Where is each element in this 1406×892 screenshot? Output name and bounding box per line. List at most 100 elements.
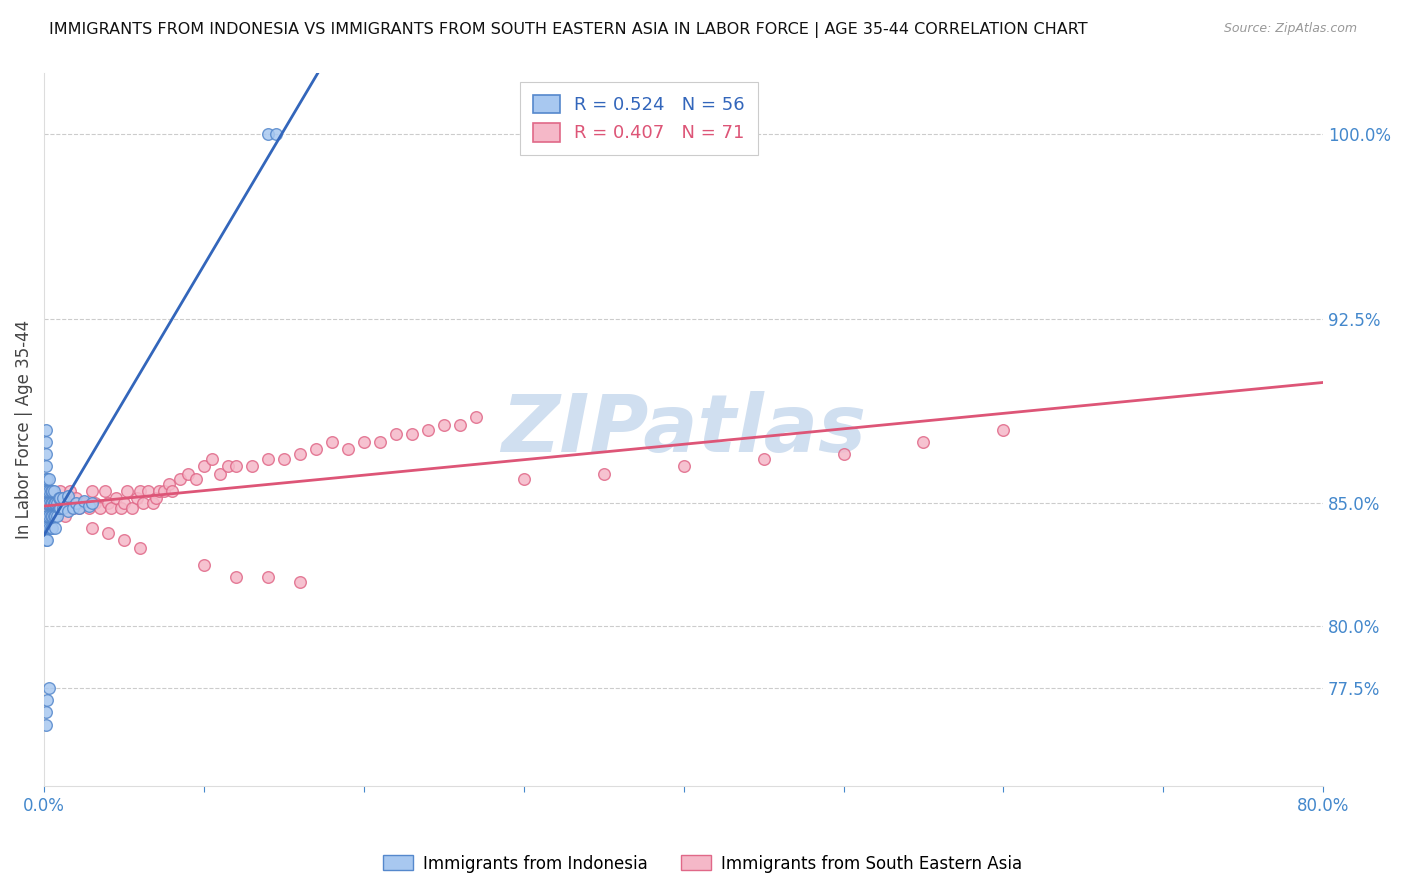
Point [433, 417, 456, 432]
Point [53, 508, 76, 523]
Point [48, 501, 70, 516]
Point [59, 483, 82, 498]
Point [169, 472, 191, 486]
Point [39, 508, 62, 523]
Y-axis label: In Labor Force | Age 35-44: In Labor Force | Age 35-44 [15, 320, 32, 539]
Point [97, 496, 120, 510]
Point [35, 447, 58, 461]
Point [37, 496, 59, 510]
Point [41, 483, 63, 498]
Point [45, 508, 67, 523]
Point [80, 496, 103, 510]
Point [39, 496, 62, 510]
Point [321, 434, 343, 449]
Point [44, 521, 66, 535]
Point [912, 434, 935, 449]
Point [449, 417, 471, 432]
Legend: Immigrants from Indonesia, Immigrants from South Eastern Asia: Immigrants from Indonesia, Immigrants fr… [377, 848, 1029, 880]
Point [264, 128, 287, 142]
Point [35, 508, 58, 523]
Point [513, 472, 536, 486]
Point [89, 501, 111, 516]
Point [37, 533, 59, 548]
Point [37, 693, 59, 707]
Point [41, 496, 63, 510]
Point [35, 423, 58, 437]
Point [177, 467, 200, 481]
Point [65, 491, 87, 506]
Point [38, 521, 60, 535]
Point [110, 501, 132, 516]
Point [193, 558, 215, 572]
Point [464, 410, 486, 425]
Point [35, 483, 58, 498]
Point [240, 459, 263, 474]
Point [305, 442, 328, 457]
Point [80, 483, 103, 498]
Point [153, 483, 176, 498]
Point [35, 472, 58, 486]
Point [62, 501, 84, 516]
Point [37, 496, 59, 510]
Point [73, 494, 96, 508]
Point [416, 423, 439, 437]
Point [157, 476, 180, 491]
Point [80, 521, 103, 535]
Point [37, 483, 59, 498]
Point [257, 128, 280, 142]
Point [129, 483, 152, 498]
Text: ZIPatlas: ZIPatlas [501, 391, 866, 468]
Point [336, 442, 359, 457]
Point [48, 491, 70, 506]
Point [67, 501, 90, 516]
Point [65, 496, 87, 510]
Point [56, 489, 79, 503]
Point [77, 501, 100, 516]
Point [39, 521, 62, 535]
Point [35, 496, 58, 510]
Point [67, 501, 90, 516]
Point [148, 483, 170, 498]
Point [52, 501, 75, 516]
Point [35, 717, 58, 731]
Point [38, 681, 60, 695]
Point [125, 491, 148, 506]
Point [752, 452, 775, 467]
Point [257, 570, 280, 584]
Point [385, 427, 408, 442]
Point [42, 508, 65, 523]
Point [145, 491, 167, 506]
Point [672, 459, 695, 474]
Point [39, 483, 62, 498]
Point [257, 452, 280, 467]
Point [38, 496, 60, 510]
Text: IMMIGRANTS FROM INDONESIA VS IMMIGRANTS FROM SOUTH EASTERN ASIA IN LABOR FORCE |: IMMIGRANTS FROM INDONESIA VS IMMIGRANTS … [49, 22, 1088, 38]
Point [201, 452, 224, 467]
Point [45, 496, 67, 510]
Point [184, 472, 207, 486]
Point [49, 501, 72, 516]
Point [77, 499, 100, 513]
Point [49, 483, 72, 498]
Point [100, 501, 122, 516]
Point [353, 434, 375, 449]
Point [592, 467, 614, 481]
Point [121, 501, 143, 516]
Point [44, 496, 66, 510]
Point [44, 508, 66, 523]
Point [105, 491, 128, 506]
Point [41, 521, 63, 535]
Point [832, 447, 855, 461]
Point [225, 459, 247, 474]
Point [97, 525, 120, 540]
Point [35, 459, 58, 474]
Point [49, 491, 72, 506]
Point [112, 496, 135, 510]
Point [112, 533, 135, 548]
Point [73, 496, 96, 510]
Point [37, 508, 59, 523]
Point [132, 496, 155, 510]
Point [225, 570, 247, 584]
Legend: R = 0.524   N = 56, R = 0.407   N = 71: R = 0.524 N = 56, R = 0.407 N = 71 [520, 82, 758, 155]
Point [368, 434, 391, 449]
